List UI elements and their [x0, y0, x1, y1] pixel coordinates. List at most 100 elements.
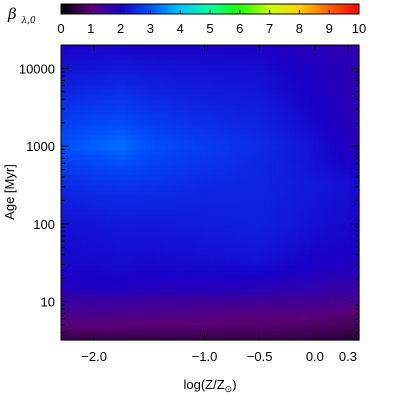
heatmap-cell: [185, 185, 191, 191]
heatmap-cell: [264, 320, 271, 326]
heatmap-cell: [200, 255, 206, 261]
heatmap-cell: [150, 295, 156, 301]
heatmap-cell: [105, 305, 112, 311]
heatmap-cell: [259, 55, 266, 61]
heatmap-cell: [140, 240, 147, 246]
heatmap-cell: [264, 210, 271, 216]
heatmap-cell: [259, 295, 266, 301]
heatmap-cell: [195, 125, 201, 131]
heatmap-cell: [120, 255, 127, 261]
heatmap-cell: [319, 115, 325, 121]
heatmap-cell: [145, 270, 151, 276]
heatmap-cell: [344, 295, 350, 301]
heatmap-cell: [294, 120, 300, 126]
heatmap-cell: [85, 255, 92, 261]
heatmap-cell: [324, 60, 330, 66]
heatmap-cell: [339, 180, 345, 186]
heatmap-cell: [175, 225, 181, 231]
heatmap-cell: [294, 165, 300, 171]
heatmap-cell: [115, 300, 122, 306]
heatmap-cell: [180, 270, 186, 276]
heatmap-cell: [140, 90, 147, 96]
heatmap-cell: [274, 260, 281, 266]
heatmap-cell: [254, 195, 261, 201]
heatmap-cell: [334, 205, 340, 211]
heatmap-cell: [344, 125, 350, 131]
heatmap-cell: [185, 60, 191, 66]
heatmap-cell: [160, 180, 166, 186]
heatmap-cell: [135, 55, 142, 61]
heatmap-cell: [110, 135, 117, 141]
heatmap-cell: [249, 170, 256, 176]
heatmap-cell: [294, 300, 300, 306]
heatmap-cell: [284, 80, 291, 86]
heatmap-cell: [110, 210, 117, 216]
heatmap-cell: [314, 265, 320, 271]
heatmap-cell: [120, 180, 127, 186]
heatmap-cell: [254, 210, 261, 216]
heatmap-cell: [130, 260, 137, 266]
heatmap-cell: [254, 50, 261, 56]
heatmap-cell: [125, 115, 132, 121]
heatmap-cell: [210, 225, 216, 231]
heatmap-cell: [175, 165, 181, 171]
heatmap-cell: [244, 100, 251, 106]
heatmap-cell: [304, 205, 310, 211]
heatmap-cell: [344, 155, 350, 161]
heatmap-cell: [185, 130, 191, 136]
heatmap-cell: [190, 310, 196, 316]
heatmap-cell: [185, 295, 191, 301]
heatmap-cell: [284, 235, 291, 241]
heatmap-cell: [130, 225, 137, 231]
heatmap-cell: [299, 265, 305, 271]
heatmap-cell: [304, 160, 310, 166]
heatmap-cell: [339, 195, 345, 201]
heatmap-cell: [269, 275, 276, 281]
heatmap-cell: [195, 80, 201, 86]
heatmap-cell: [61, 230, 67, 236]
heatmap-cell: [354, 220, 360, 226]
heatmap-cell: [130, 295, 137, 301]
heatmap-cell: [334, 220, 340, 226]
heatmap-cell: [160, 70, 166, 76]
heatmap-cell: [339, 90, 345, 96]
heatmap-cell: [135, 85, 142, 91]
heatmap-cell: [339, 150, 345, 156]
heatmap-cell: [254, 45, 261, 51]
heatmap-cell: [190, 300, 196, 306]
heatmap-cell: [150, 110, 156, 116]
heatmap-cell: [90, 80, 97, 86]
heatmap-cell: [80, 130, 87, 136]
heatmap-cell: [249, 240, 256, 246]
heatmap-cell: [314, 125, 320, 131]
heatmap-cell: [100, 280, 107, 286]
heatmap-cell: [120, 285, 127, 291]
heatmap-cell: [214, 125, 221, 131]
heatmap-cell: [160, 175, 166, 181]
heatmap-cell: [61, 260, 67, 266]
heatmap-cell: [195, 165, 201, 171]
heatmap-cell: [70, 75, 77, 81]
heatmap-cell: [279, 205, 286, 211]
heatmap-cell: [269, 155, 276, 161]
heatmap-cell: [259, 320, 266, 326]
colorbar-label: β λ,0: [7, 5, 36, 26]
heatmap-cell: [190, 120, 196, 126]
heatmap-cell: [165, 190, 171, 196]
heatmap-cell: [210, 195, 216, 201]
heatmap-cell: [234, 90, 241, 96]
heatmap-cell: [200, 265, 206, 271]
heatmap-cell: [279, 55, 286, 61]
heatmap-cell: [299, 70, 305, 76]
heatmap-cell: [115, 205, 122, 211]
heatmap-cell: [314, 85, 320, 91]
heatmap-cell: [294, 135, 300, 141]
heatmap-cell: [90, 200, 97, 206]
heatmap-cell: [120, 65, 127, 71]
heatmap-cell: [244, 210, 251, 216]
heatmap-cell: [180, 90, 186, 96]
heatmap-cell: [224, 230, 231, 236]
heatmap-cell: [249, 290, 256, 296]
heatmap-cell: [210, 210, 216, 216]
heatmap-cell: [269, 200, 276, 206]
